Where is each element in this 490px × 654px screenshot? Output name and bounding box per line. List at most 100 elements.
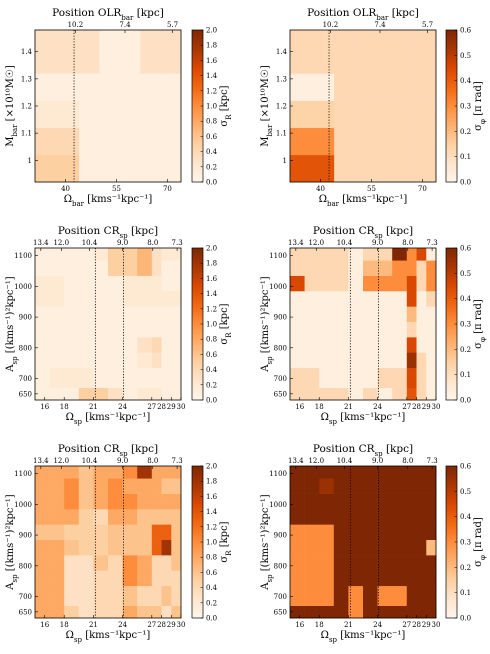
heatmap-cell (79, 30, 100, 47)
heatmap-cell (49, 493, 65, 510)
x-tick-label: 24 (373, 621, 382, 629)
heatmap-cell (151, 605, 162, 619)
heatmap-cell (64, 275, 80, 292)
colorbar-tick-label: 0.3 (460, 539, 471, 547)
heatmap-cell (137, 367, 153, 389)
heatmap-cell (137, 352, 153, 369)
heatmap-cell (333, 539, 349, 556)
heatmap-cell (374, 100, 396, 129)
x-axis-label: Ωbar [kms⁻¹kpc⁻¹] (319, 194, 408, 208)
heatmap-cell (49, 337, 65, 353)
heatmap-cell (35, 478, 50, 494)
heatmap-cell (290, 248, 305, 261)
heatmap-cell (171, 605, 182, 619)
heatmap-cell (333, 337, 349, 353)
heatmap-cell (319, 493, 335, 510)
heatmap-cell (171, 260, 182, 276)
x-axis-label: Ωsp [kms⁻¹kpc⁻¹] (321, 412, 406, 426)
heatmap-cell (374, 46, 396, 74)
heatmap-cell (49, 508, 65, 525)
heatmap-cell (161, 539, 172, 556)
heatmap-cell (348, 493, 364, 510)
heatmap-cell (78, 321, 94, 338)
heatmap-cell (406, 321, 417, 338)
heatmap-cell (49, 524, 65, 540)
heatmap-cell (137, 508, 153, 525)
heatmap-cell (140, 73, 161, 101)
heatmap-cell (49, 290, 65, 307)
heatmap-cell (319, 478, 335, 494)
heatmap-cell (348, 352, 364, 369)
y-tick-label: 650 (19, 608, 32, 616)
heatmap-cell (374, 127, 396, 156)
heatmap-cell (119, 30, 141, 47)
heatmap-cell (49, 352, 65, 369)
colorbar-tick-label: 0.5 (460, 270, 471, 278)
heatmap-cell (354, 127, 376, 156)
heatmap-cell (93, 306, 109, 322)
heatmap-cell (93, 248, 109, 261)
heatmap-cell (392, 321, 408, 338)
heatmap-cell (35, 605, 50, 619)
y-tick-label: 1000 (269, 283, 287, 291)
heatmap-cell (151, 524, 162, 540)
heatmap-cell (49, 555, 65, 571)
heatmap-cell (348, 290, 364, 307)
heatmap-cell (363, 478, 378, 494)
chart-title: Position CRsp [kpc] (313, 225, 413, 240)
heatmap-cell (171, 478, 182, 494)
heatmap-cell (99, 30, 121, 47)
heatmap-cell (140, 100, 161, 129)
heatmap-cell (171, 367, 182, 389)
colorbar-tick-label: 0.8 (206, 118, 217, 126)
heatmap-cell (333, 387, 349, 401)
heatmap-cell (119, 154, 141, 183)
heatmap-cell (416, 337, 427, 353)
heatmap-cell (406, 248, 417, 261)
heatmap-cell (64, 367, 80, 389)
heatmap-cell (377, 306, 393, 322)
top-tick-label: 7.3 (172, 239, 183, 247)
y-axis-label: Asp [(kms⁻¹)²kpc⁻¹] (5, 276, 19, 373)
heatmap-cell (290, 275, 305, 292)
heatmap-cell (108, 478, 123, 494)
heatmap-cell (108, 306, 123, 322)
heatmap-cell (304, 367, 320, 389)
heatmap-cell (290, 466, 305, 479)
heatmap-cell (416, 275, 427, 292)
heatmap-cell (122, 387, 138, 401)
heatmap-cell (304, 260, 320, 276)
heatmap-cell (161, 605, 172, 619)
y-axis-label: Mbar [×10¹⁰M☉] (260, 65, 274, 147)
heatmap-cell (161, 570, 172, 587)
heatmap-cell (160, 100, 182, 129)
heatmap-cell (348, 387, 364, 401)
heatmap-cell (290, 321, 305, 338)
heatmap-cell (426, 387, 437, 401)
heatmap-cell (395, 46, 416, 74)
heatmap-cell (334, 46, 355, 74)
heatmap-cell (58, 73, 80, 101)
y-tick-label: 900 (274, 532, 287, 540)
heatmap-cell (58, 30, 80, 47)
x-tick-label: 28 (157, 403, 166, 411)
heatmap-cell (137, 478, 153, 494)
heatmap-cell (415, 73, 437, 101)
y-tick-label: 1.1 (21, 130, 32, 138)
heatmap-cell (363, 539, 378, 556)
heatmap-cell (319, 337, 335, 353)
heatmap-cell (93, 605, 109, 619)
heatmap-cell (35, 337, 50, 353)
x-axis-label: Ωsp [kms⁻¹kpc⁻¹] (66, 630, 151, 644)
heatmap-cell (406, 352, 417, 369)
heatmap-cell (426, 352, 437, 369)
heatmap-cell (426, 275, 437, 292)
chart-panel-p5: 16 18 21 24 27 28 29 30 650 700 800 900 1000 110013.4… (5, 443, 233, 644)
heatmap-cell (161, 352, 172, 369)
colorbar-tick-label: 2.0 (206, 27, 217, 35)
heatmap-cell (119, 127, 141, 156)
heatmap-cell (348, 260, 364, 276)
heatmap-cell (406, 466, 417, 479)
heatmap-cell (416, 248, 427, 261)
